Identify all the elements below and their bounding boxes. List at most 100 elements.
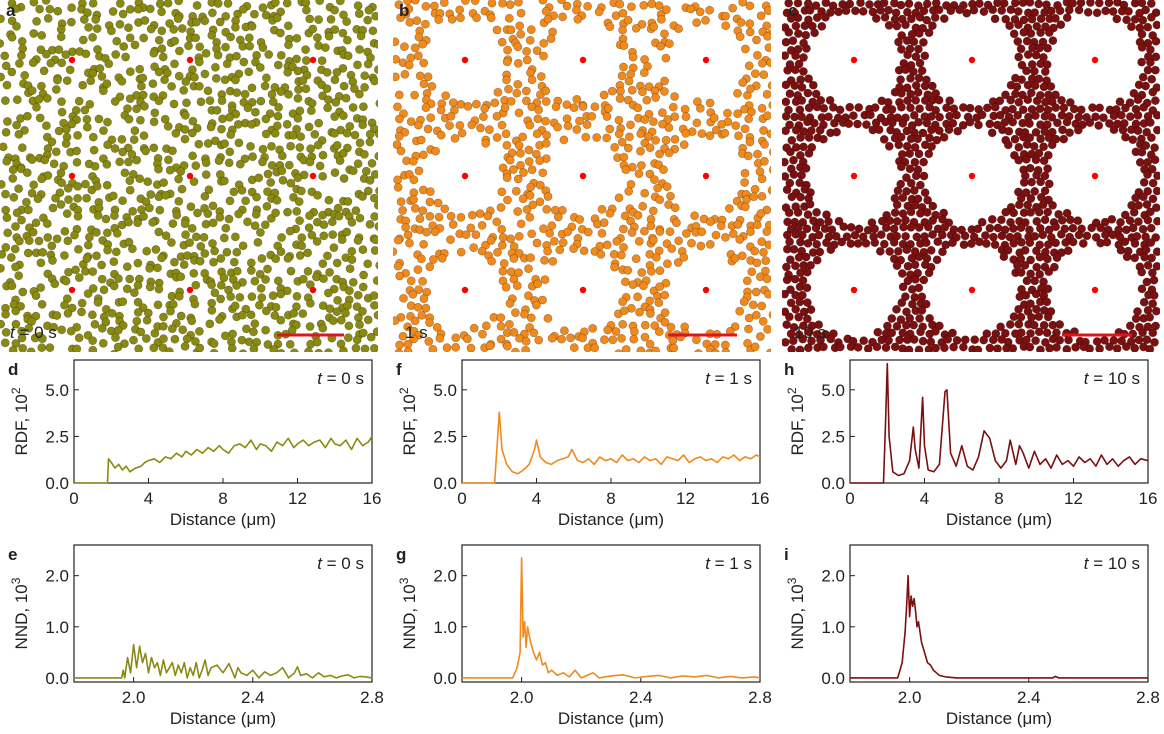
particle	[979, 7, 989, 17]
particle	[497, 187, 507, 197]
particle	[557, 334, 566, 344]
particle	[283, 67, 293, 77]
particle	[355, 320, 364, 330]
particle	[1001, 14, 1011, 24]
particle	[1027, 177, 1036, 187]
particle	[347, 217, 357, 227]
particle	[90, 161, 100, 171]
particle	[1147, 74, 1157, 84]
particle	[804, 327, 814, 337]
particle	[892, 321, 902, 331]
y-axis-label: NND, 103	[785, 577, 807, 649]
particle	[174, 196, 184, 206]
particle	[695, 7, 705, 17]
particle	[165, 165, 175, 175]
particle	[1040, 337, 1050, 347]
particle	[767, 81, 771, 90]
particle	[422, 227, 431, 237]
particle	[1145, 207, 1155, 217]
particle	[425, 262, 435, 272]
particle	[524, 145, 534, 155]
particle	[681, 128, 691, 138]
particle	[1128, 223, 1138, 233]
trap-marker	[1091, 286, 1099, 294]
y-tick-label: 0.0	[821, 669, 845, 688]
particle	[258, 43, 268, 52]
particle	[133, 4, 143, 14]
particle	[211, 74, 221, 83]
particle	[0, 338, 10, 348]
particle	[82, 254, 92, 263]
particle	[227, 343, 237, 352]
particle	[906, 207, 916, 217]
particle	[496, 334, 506, 344]
particle	[784, 0, 794, 8]
particle	[509, 254, 519, 263]
particle	[154, 284, 164, 294]
particle	[522, 205, 532, 214]
particle	[226, 32, 235, 42]
particle	[705, 217, 715, 227]
particle	[750, 342, 760, 352]
particle	[92, 251, 101, 261]
particle	[425, 211, 435, 221]
particle	[514, 0, 523, 7]
particle	[1030, 276, 1040, 286]
particle	[558, 238, 568, 247]
particle	[1, 96, 10, 105]
x-tick-label: 2.0	[122, 688, 146, 707]
particle	[782, 126, 790, 136]
particle	[358, 282, 368, 292]
particle	[207, 30, 217, 40]
y-tick-label: 5.0	[433, 381, 457, 400]
particle	[414, 32, 424, 42]
particle	[1, 327, 11, 337]
particle	[581, 132, 591, 142]
particle	[353, 290, 363, 300]
particle	[845, 0, 855, 9]
particle	[821, 12, 830, 22]
particle	[903, 261, 913, 271]
particle	[155, 0, 165, 9]
particle	[165, 19, 174, 28]
panel-letter: i	[784, 545, 789, 564]
particle	[170, 334, 180, 344]
particle	[260, 81, 270, 91]
particle	[514, 231, 524, 241]
particle	[451, 333, 461, 343]
particle	[157, 7, 166, 17]
particle	[16, 51, 26, 60]
particle	[790, 81, 800, 90]
particle	[125, 33, 135, 43]
particle	[52, 234, 62, 244]
particle	[338, 28, 348, 38]
particle	[32, 102, 41, 112]
particle	[660, 290, 670, 300]
particle	[535, 156, 545, 166]
particle	[244, 33, 254, 43]
x-tick-label: 2.0	[898, 688, 922, 707]
particle	[146, 24, 156, 34]
particle	[8, 174, 18, 183]
particle	[193, 208, 202, 218]
particle	[853, 119, 862, 129]
trap-marker	[702, 172, 710, 180]
particle	[876, 230, 886, 239]
particle	[1047, 112, 1057, 122]
particle	[1009, 29, 1019, 39]
particle	[1137, 0, 1147, 8]
particle	[1008, 104, 1017, 114]
particle	[665, 227, 675, 236]
particle	[751, 287, 761, 297]
particle	[374, 40, 378, 49]
particle	[1073, 125, 1083, 135]
particle	[812, 255, 822, 265]
particle	[206, 122, 216, 132]
particle	[1043, 312, 1053, 322]
particle	[914, 283, 924, 293]
particle	[785, 120, 794, 130]
particle	[501, 282, 511, 292]
particle	[892, 216, 902, 226]
particle	[314, 118, 324, 128]
particle	[535, 180, 545, 190]
